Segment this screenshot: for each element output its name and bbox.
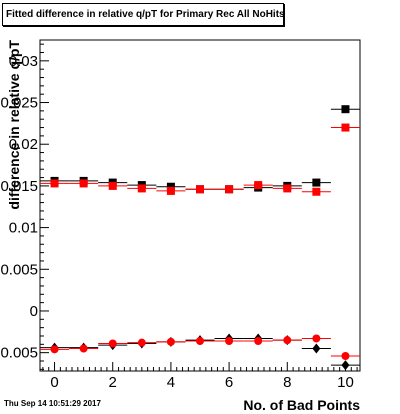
plot-frame (39, 39, 361, 372)
y-tick-label: 0.03 (9, 53, 38, 70)
x-tick-label: 6 (225, 374, 233, 391)
chart-title: Fitted difference in relative q/pT for P… (2, 3, 284, 26)
data-point (108, 339, 117, 348)
data-point (312, 187, 321, 196)
data-point (312, 178, 321, 187)
y-axis-title: difference in relative q/pT (6, 40, 22, 210)
data-point (79, 344, 88, 353)
x-tick-label: 0 (50, 374, 58, 391)
data-point (79, 179, 88, 188)
data-point (283, 336, 292, 345)
data-point (137, 184, 146, 193)
data-point (166, 182, 175, 191)
data-point (312, 334, 321, 343)
data-point (108, 181, 117, 190)
data-point (225, 336, 234, 345)
y-tick-label: 0.02 (9, 136, 38, 153)
data-point (50, 345, 59, 354)
data-point (341, 123, 350, 132)
data-point (254, 336, 263, 345)
data-point (196, 336, 204, 345)
data-point (166, 186, 175, 195)
y-tick-label: 0.005 (0, 261, 38, 278)
x-axis-title: No. of Bad Points (243, 397, 360, 413)
data-point (254, 181, 263, 190)
data-point (283, 184, 292, 193)
y-tick-label: -0.005 (0, 345, 38, 362)
data-point (341, 351, 350, 360)
data-point (312, 343, 321, 354)
x-tick-label: 10 (337, 374, 354, 391)
data-point (341, 105, 350, 114)
y-tick-label: 0.01 (9, 220, 38, 237)
y-tick-label: 0.025 (0, 95, 38, 112)
y-tick-label: 0.015 (0, 178, 38, 195)
data-point (196, 185, 204, 194)
y-tick-label: 0 (30, 303, 38, 320)
data-point (50, 179, 59, 188)
data-point (166, 337, 175, 346)
x-tick-label: 8 (283, 374, 291, 391)
x-tick-label: 2 (109, 374, 117, 391)
timestamp: Thu Sep 14 10:51:29 2017 (4, 399, 101, 408)
data-point (225, 185, 234, 194)
x-tick-label: 4 (167, 374, 175, 391)
data-point (341, 360, 350, 371)
data-point (137, 338, 146, 347)
